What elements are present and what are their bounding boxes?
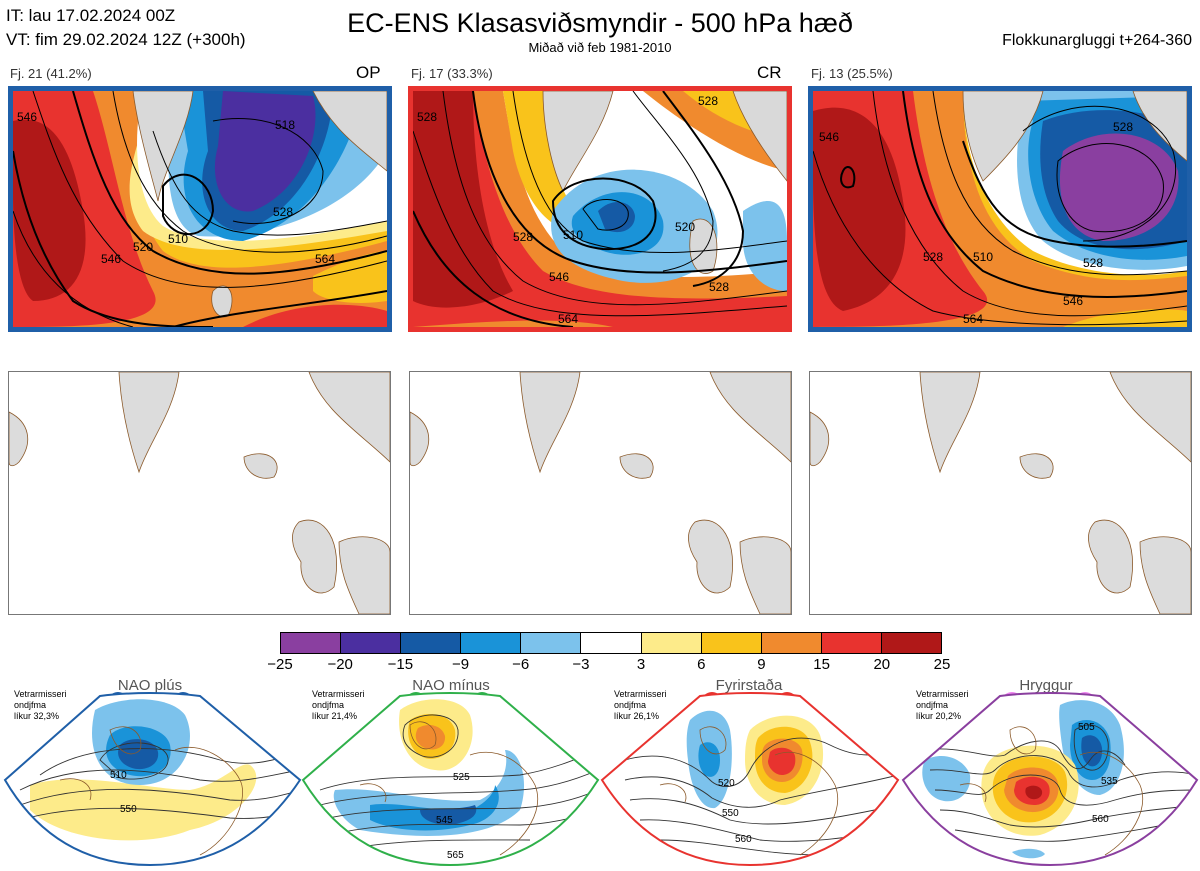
contour-label: 528 [1113,120,1133,134]
regime-stat-line: líkur 20,2% [916,711,962,721]
regime-maps: 510 550 [3,692,1199,867]
contour-label: 510 [973,250,993,264]
chart-subtitle: Miðað við feb 1981-2010 [528,40,672,55]
regime-contour-label: 550 [722,808,739,819]
cluster-2-label: Fj. 17 (33.3%) [411,66,493,81]
contour-label: 564 [315,252,335,266]
contour-label: 564 [558,312,578,326]
colorbar-segment [521,633,582,653]
regime-contour-label: 550 [120,804,137,815]
regime-contour-label: 510 [110,770,127,781]
contour-label: 546 [819,130,839,144]
cluster-2-map: 528 528 528 510 520 528 546 564 [408,86,792,332]
colorbar-segment [641,633,702,653]
contour-label: 528 [923,250,943,264]
chart-title: EC-ENS Klasasviðsmyndir - 500 hPa hæð [347,8,853,38]
colorbar-segment [821,633,882,653]
contour-label: 520 [675,220,695,234]
regime-1-title: NAO plús [117,677,183,694]
regime-4-title: Hryggur [1019,677,1073,694]
cluster-2-anomaly-map [409,371,792,615]
regime-stat-line: ondjfma [312,700,345,710]
cluster-1-anomaly-map [8,371,391,615]
regime-contour-label: 520 [718,778,735,789]
regime-2-stats: Vetrarmisseri ondjfma líkur 21,4% [312,689,365,722]
contour-label: 546 [1063,294,1083,308]
contour-label: 546 [17,110,37,124]
colorbar-tick-label: −20 [327,656,353,673]
regime-contour-label: 525 [453,772,470,783]
colorbar [280,632,942,654]
contour-label: 528 [513,230,533,244]
colorbar-segment [581,633,642,653]
contour-label: 528 [698,94,718,108]
regime-stat-line: ondjfma [916,700,949,710]
cluster-3-anomaly-map [809,371,1192,615]
regime-stat-line: ondjfma [14,700,47,710]
colorbar-tick-label: −15 [387,656,414,673]
colorbar-segment [461,633,522,653]
cluster-1-tag: OP [356,63,381,82]
regime-contour-label: 505 [1078,722,1095,733]
contour-label: 520 [133,240,153,254]
cluster-3-label: Fj. 13 (25.5%) [811,66,893,81]
init-time: IT: lau 17.02.2024 00Z [6,6,176,25]
contour-label: 510 [168,232,188,246]
contour-label: 546 [549,270,569,284]
contour-label: 528 [417,110,437,124]
classification-window: Flokkunargluggi t+264-360 [1002,32,1192,49]
contour-label: 518 [275,118,295,132]
colorbar-segment [701,633,762,653]
colorbar-tick-label: −9 [451,656,470,673]
regime-2-title: NAO mínus [412,677,490,694]
regime-1-map: 510 550 [3,692,302,867]
colorbar-tick-label: −25 [267,656,293,673]
regime-contour-label: 560 [1092,814,1109,825]
contour-label: 564 [963,312,983,326]
contour-label: 528 [1083,256,1103,270]
contour-label: 528 [709,280,729,294]
regime-contour-label: 545 [436,815,453,826]
contour-label: 546 [101,252,121,266]
regime-contour-label: 565 [447,850,464,861]
colorbar-segment [761,633,822,653]
colorbar-segment [281,633,342,653]
regime-stat-line: Vetrarmisseri [312,689,365,699]
regime-contour-label: 560 [735,834,752,845]
colorbar-segment [881,633,942,653]
regime-2-map: 525 545 565 [301,692,600,867]
regime-3-stats: Vetrarmisseri ondjfma líkur 26,1% [614,689,667,722]
regime-1-stats: Vetrarmisseri ondjfma líkur 32,3% [14,689,67,722]
colorbar-tick-label: 25 [933,656,951,673]
regime-stat-line: líkur 21,4% [312,711,358,721]
regime-4-map: 505 535 560 [901,692,1199,867]
regime-stat-line: Vetrarmisseri [916,689,969,699]
init-time-header: IT: lau 17.02.2024 00Z VT: fim 29.02.202… [6,4,246,52]
cluster-2-tag: CR [757,63,782,82]
valid-time: VT: fim 29.02.2024 12Z (+300h) [6,30,246,49]
regime-stat-line: líkur 32,3% [14,711,60,721]
regime-3-map: 520 550 560 [600,692,900,867]
colorbar-tick-label: 6 [697,656,706,673]
cluster-1-map: 546 510 518 528 520 546 564 [8,86,392,332]
contour-label: 528 [273,205,293,219]
cluster-1-label: Fj. 21 (41.2%) [10,66,92,81]
regime-4-stats: Vetrarmisseri ondjfma líkur 20,2% [916,689,969,722]
colorbar-tick-label: 15 [813,656,830,673]
colorbar-segment [341,633,402,653]
colorbar-tick-label: 20 [873,656,891,673]
contour-label: 510 [563,228,583,242]
regime-3-title: Fyrirstaða [715,677,783,694]
colorbar-tick-label: −3 [572,656,590,673]
regime-contour-label: 535 [1101,776,1118,787]
colorbar-tick-label: 9 [757,656,766,673]
regime-stat-line: Vetrarmisseri [614,689,667,699]
colorbar-tick-label: 3 [636,656,646,673]
regime-stat-line: ondjfma [614,700,647,710]
regime-stat-line: líkur 26,1% [614,711,660,721]
colorbar-tick-label: −6 [512,656,530,673]
colorbar-segment [401,633,462,653]
regime-stat-line: Vetrarmisseri [14,689,67,699]
cluster-3-map: 546 528 510 528 528 546 564 [808,86,1192,332]
